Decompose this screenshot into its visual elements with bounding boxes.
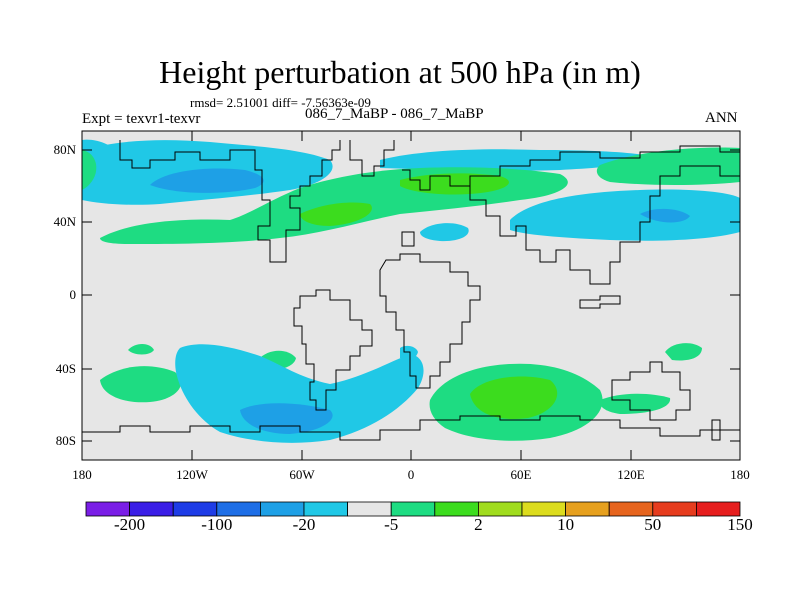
season-label: ANN <box>705 110 738 126</box>
anomaly-pos-small-1 <box>128 344 154 355</box>
lon-tick-label: 120E <box>617 467 645 482</box>
colorbar-box <box>390 501 436 517</box>
anomaly-pos-south-pacific <box>100 366 181 403</box>
anomaly-pos-northeast <box>596 147 740 185</box>
coastline-europe <box>401 231 415 247</box>
colorbar-box <box>434 501 479 517</box>
colorbar-box <box>696 501 741 517</box>
colorbar-box <box>172 501 218 517</box>
lon-tick-label: 120W <box>176 467 208 482</box>
plot-title: Height perturbation at 500 hPa (in m) <box>159 54 641 90</box>
colorbar-label: 150 <box>727 515 753 534</box>
lon-tick-label: 180 <box>730 467 750 482</box>
colorbar-label: 50 <box>644 515 662 534</box>
coastline-south-asia <box>469 165 740 285</box>
anomaly-neg-core-east <box>640 208 690 223</box>
colorbar-box <box>259 501 305 517</box>
axis-ticks <box>82 131 740 460</box>
lat-tick-label: 40S <box>55 361 76 376</box>
anomaly-pos-south-pacific-east <box>665 343 702 361</box>
anomaly-neg-southern-ocean <box>175 344 424 443</box>
lat-tick-label: 40N <box>53 214 76 229</box>
lat-tick-label: 0 <box>69 287 77 302</box>
colorbar-label: 10 <box>557 515 575 534</box>
lat-tick-label: 80S <box>55 433 76 448</box>
colorbar-box <box>565 501 610 517</box>
anomaly-neg-north-pacific-east <box>510 189 740 241</box>
coastline-africa <box>379 253 481 389</box>
colorbar-box <box>477 501 523 517</box>
anomaly-neg-east-asia <box>420 223 469 242</box>
colorbar-label: -100 <box>201 515 233 534</box>
coastline-indonesia <box>579 295 621 309</box>
colorbar-box <box>608 501 654 517</box>
colorbar-box <box>303 501 348 517</box>
coastline-australia <box>611 361 691 421</box>
anomaly-neg-core-pacific <box>150 168 264 193</box>
lon-tick-label: 0 <box>407 467 415 482</box>
colorbar-box <box>521 501 566 517</box>
rmsd-stats: rmsd= 2.51001 diff= -7.56363e-09 <box>190 95 371 110</box>
lon-tick-label: 60W <box>289 467 315 482</box>
colorbar <box>85 501 741 517</box>
lon-tick-label: 180 <box>72 467 92 482</box>
anomaly-pos-eurasia-core <box>300 202 372 226</box>
coastline-south-america <box>293 289 373 411</box>
coastline-eurasia <box>402 145 740 191</box>
coastline-antarctica <box>82 415 740 441</box>
experiment-label: Expt = texvr1-texvr <box>82 111 201 127</box>
case-label: 086_7_MaBP - 086_7_MaBP <box>305 106 484 122</box>
coastline-new-zealand <box>711 419 721 441</box>
lon-tick-label: 60E <box>510 467 532 482</box>
colorbar-box <box>85 501 130 517</box>
anomaly-pos-southern-indian-core <box>470 376 558 419</box>
anomaly-neg-north-strip <box>380 149 650 171</box>
colorbar-label: -5 <box>384 515 399 534</box>
anomaly-pos-south-east-edge <box>599 393 671 414</box>
coastline-north-america <box>119 140 341 263</box>
anomaly-pos-siberia-core <box>400 173 509 195</box>
colorbar-label: 2 <box>474 515 483 534</box>
lat-tick-label: 80N <box>53 142 76 157</box>
colorbar-box <box>347 501 392 517</box>
coastlines <box>82 140 740 441</box>
colorbar-label: -20 <box>292 515 316 534</box>
colorbar-label: -200 <box>114 515 146 534</box>
coastline-greenland <box>349 140 395 177</box>
colorbar-box <box>129 501 174 517</box>
anomaly-pos-far-north <box>82 150 97 190</box>
colorbar-box <box>652 501 697 517</box>
colorbar-box <box>216 501 261 517</box>
